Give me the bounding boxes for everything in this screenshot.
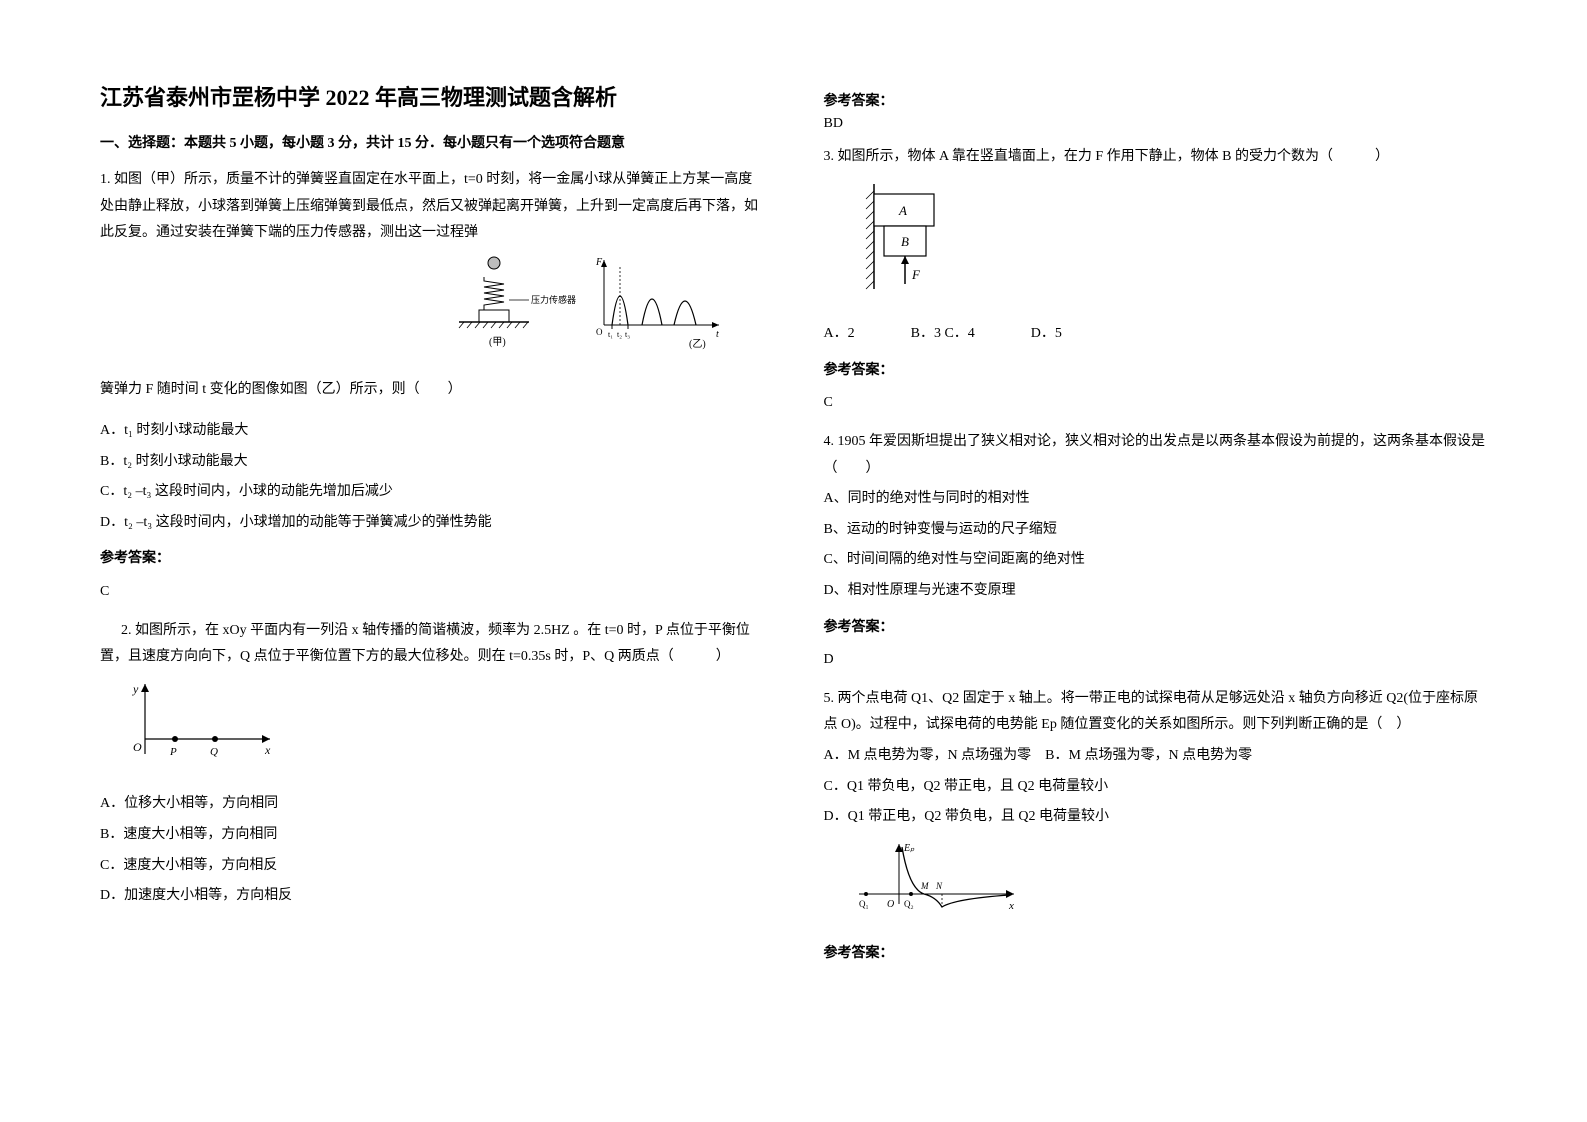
svg-text:t₁: t₁ bbox=[608, 330, 613, 339]
svg-text:M: M bbox=[920, 881, 929, 891]
q2-answer: BD bbox=[824, 116, 1488, 132]
right-column: 参考答案： BD 3. 如图所示，物体 A 靠在竖直墙面上，在力 F 作用下静止… bbox=[824, 80, 1488, 1082]
svg-text:O: O bbox=[887, 899, 894, 910]
q5-option-c: C．Q1 带负电，Q2 带正电，且 Q2 电荷量较小 bbox=[824, 774, 1488, 801]
q2-option-b: B．速度大小相等，方向相同 bbox=[100, 822, 764, 849]
svg-text:压力传感器: 压力传感器 bbox=[531, 294, 576, 305]
q4-option-c: C、时间间隔的绝对性与空间距离的绝对性 bbox=[824, 547, 1488, 574]
q2-stem: 2. 如图所示，在 xOy 平面内有一列沿 x 轴传播的简谐横波，频率为 2.5… bbox=[100, 618, 764, 671]
q4-answer: D bbox=[824, 647, 1488, 674]
q1-option-b: B．t₂ 时刻小球动能最大 bbox=[100, 449, 764, 476]
svg-text:t₂: t₂ bbox=[617, 330, 622, 339]
svg-text:Q₂: Q₂ bbox=[904, 899, 914, 909]
q4-option-a: A、同时的绝对性与同时的相对性 bbox=[824, 486, 1488, 513]
question-2: 2. 如图所示，在 xOy 平面内有一列沿 x 轴传播的简谐横波，频率为 2.5… bbox=[100, 618, 764, 910]
q1-answer: C bbox=[100, 579, 764, 606]
q4-stem: 4. 1905 年爱因斯坦提出了狭义相对论，狭义相对论的出发点是以两条基本假设为… bbox=[824, 429, 1488, 482]
svg-text:N: N bbox=[935, 881, 943, 891]
q5-option-d: D．Q1 带正电，Q2 带负电，且 Q2 电荷量较小 bbox=[824, 804, 1488, 831]
q4-option-d: D、相对性原理与光速不变原理 bbox=[824, 578, 1488, 605]
svg-text:t: t bbox=[716, 329, 719, 340]
question-3: 3. 如图所示，物体 A 靠在竖直墙面上，在力 F 作用下静止，物体 B 的受力… bbox=[824, 144, 1488, 417]
q4-option-b: B、运动的时钟变慢与运动的尺子缩短 bbox=[824, 517, 1488, 544]
svg-text:Q: Q bbox=[210, 746, 218, 758]
svg-text:x: x bbox=[264, 743, 271, 757]
svg-text:O: O bbox=[596, 327, 603, 337]
q2-option-d: D．加速度大小相等，方向相反 bbox=[100, 883, 764, 910]
svg-text:x: x bbox=[1008, 900, 1014, 912]
q2-option-a: A．位移大小相等，方向相同 bbox=[100, 791, 764, 818]
q2-answer-label: 参考答案： bbox=[824, 90, 1488, 110]
q1-stem-part1: 1. 如图（甲）所示，质量不计的弹簧竖直固定在水平面上，t=0 时刻，将一金属小… bbox=[100, 167, 764, 247]
q3-answer-label: 参考答案： bbox=[824, 358, 1488, 385]
svg-text:A: A bbox=[898, 203, 907, 218]
question-1: 1. 如图（甲）所示，质量不计的弹簧竖直固定在水平面上，t=0 时刻，将一金属小… bbox=[100, 167, 764, 606]
question-4: 4. 1905 年爱因斯坦提出了狭义相对论，狭义相对论的出发点是以两条基本假设为… bbox=[824, 429, 1488, 674]
left-column: 江苏省泰州市罡杨中学 2022 年高三物理测试题含解析 一、选择题：本题共 5 … bbox=[100, 80, 764, 1082]
svg-text:O: O bbox=[133, 740, 142, 754]
q3-stem: 3. 如图所示，物体 A 靠在竖直墙面上，在力 F 作用下静止，物体 B 的受力… bbox=[824, 144, 1488, 171]
q3-figure: A B F bbox=[854, 179, 1488, 310]
svg-text:y: y bbox=[132, 682, 139, 696]
q5-option-a: A．M 点电势为零，N 点场强为零 B．M 点场强为零，N 点电势为零 bbox=[824, 743, 1488, 770]
question-5: 5. 两个点电荷 Q1、Q2 固定于 x 轴上。将一带正电的试探电荷从足够远处沿… bbox=[824, 686, 1488, 968]
q1-option-d: D．t₂ –t₃ 这段时间内，小球增加的动能等于弹簧减少的弹性势能 bbox=[100, 510, 764, 537]
svg-text:(甲): (甲) bbox=[489, 337, 506, 348]
q1-answer-label: 参考答案： bbox=[100, 546, 764, 573]
q2-option-c: C．速度大小相等，方向相反 bbox=[100, 853, 764, 880]
svg-text:t₃: t₃ bbox=[625, 330, 630, 339]
svg-text:B: B bbox=[901, 234, 909, 249]
page-title: 江苏省泰州市罡杨中学 2022 年高三物理测试题含解析 bbox=[100, 80, 764, 112]
q1-stem-part2: 簧弹力 F 随时间 t 变化的图像如图（乙）所示，则（ ） bbox=[100, 377, 764, 404]
q5-stem: 5. 两个点电荷 Q1、Q2 固定于 x 轴上。将一带正电的试探电荷从足够远处沿… bbox=[824, 686, 1488, 739]
svg-text:Q₁: Q₁ bbox=[859, 899, 869, 909]
q3-options: A．2 B．3 C．4 D．5 bbox=[824, 321, 1488, 348]
svg-text:F: F bbox=[911, 267, 921, 282]
svg-text:Eₚ: Eₚ bbox=[903, 843, 915, 854]
q2-figure: y x O P Q bbox=[130, 679, 764, 780]
q1-option-c: C．t₂ –t₃ 这段时间内，小球的动能先增加后减少 bbox=[100, 479, 764, 506]
q1-figure: 压力传感器 (甲) F t O bbox=[100, 255, 764, 366]
q1-option-a: A．t₁ 时刻小球动能最大 bbox=[100, 418, 764, 445]
q5-answer-label: 参考答案： bbox=[824, 941, 1488, 968]
q4-answer-label: 参考答案： bbox=[824, 615, 1488, 642]
section1-heading: 一、选择题：本题共 5 小题，每小题 3 分，共计 15 分．每小题只有一个选项… bbox=[100, 132, 764, 152]
svg-text:P: P bbox=[169, 746, 177, 758]
svg-text:F: F bbox=[595, 257, 603, 268]
q3-options-text: A．2 B．3 C．4 D．5 bbox=[824, 326, 1062, 341]
svg-text:(乙): (乙) bbox=[689, 338, 706, 350]
q3-answer: C bbox=[824, 390, 1488, 417]
q5-figure: x Eₚ Q₁ O Q₂ M N bbox=[854, 839, 1488, 930]
